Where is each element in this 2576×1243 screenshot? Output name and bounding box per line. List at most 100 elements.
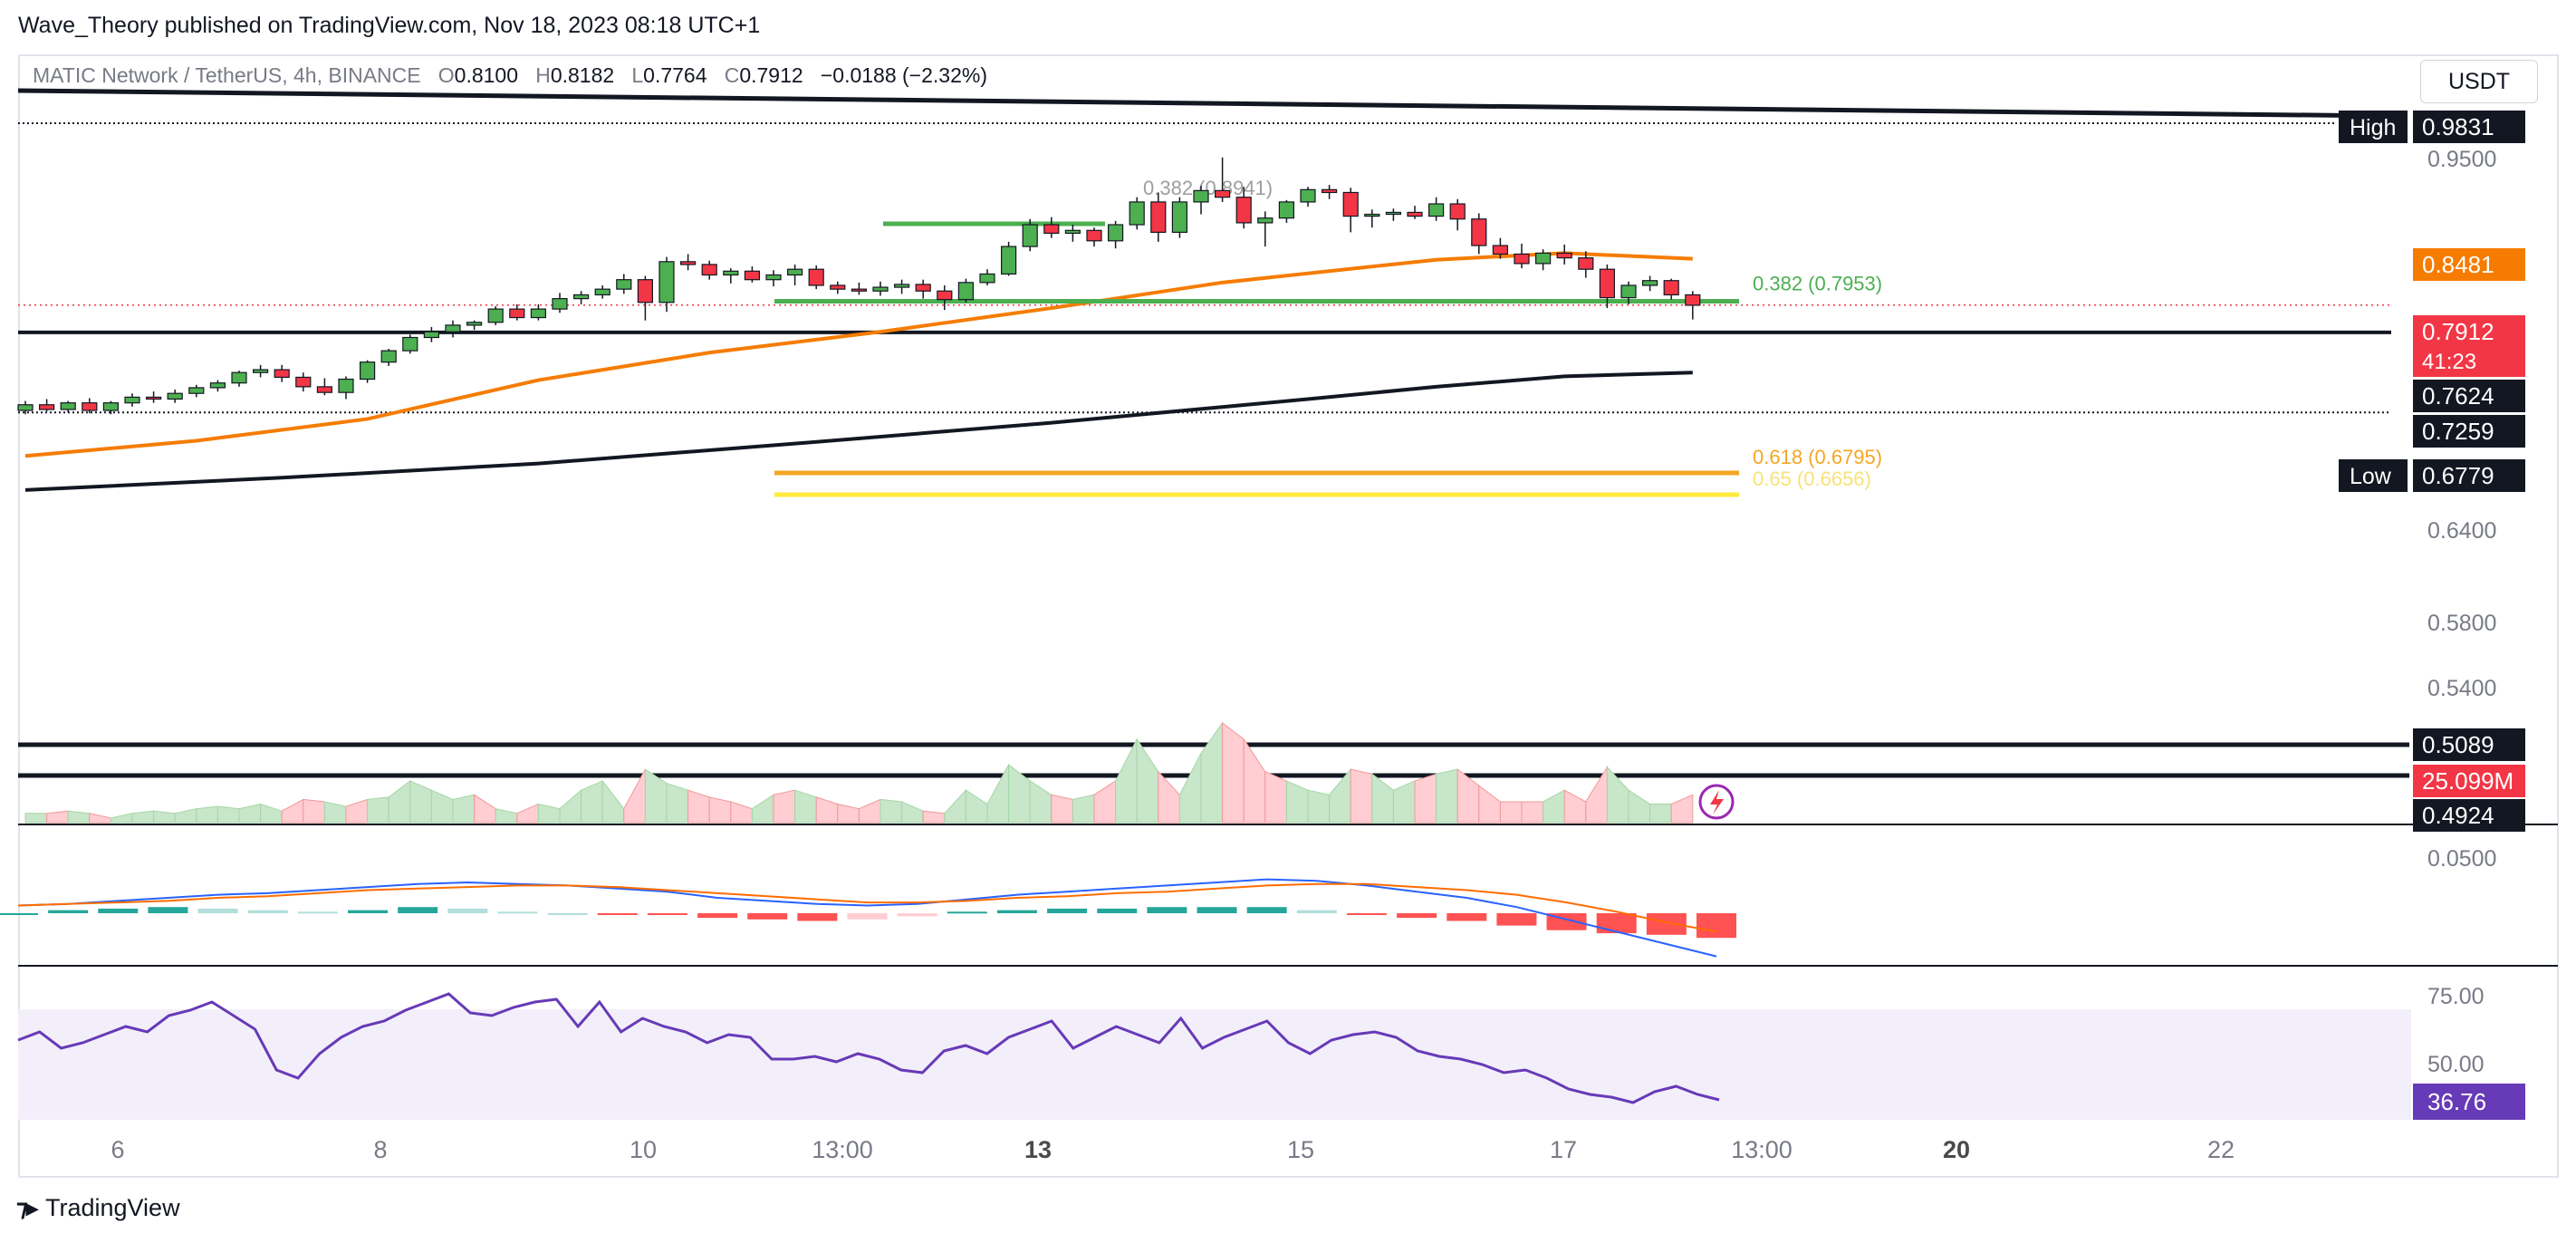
volume-area-segment bbox=[1649, 804, 1672, 824]
currency-selector-button[interactable]: USDT bbox=[2420, 60, 2538, 103]
volume-area-segment bbox=[1307, 789, 1331, 824]
price-tag-box bbox=[2413, 799, 2525, 832]
bull-candle bbox=[17, 404, 34, 411]
price-tag-box bbox=[2413, 315, 2525, 377]
rsi-line bbox=[17, 992, 1720, 1104]
fib-065-label: 0.65 (0.6656) bbox=[1753, 467, 1871, 490]
bull-candle bbox=[124, 396, 140, 404]
macd-histogram-bar bbox=[847, 913, 888, 920]
macd-histogram-bar bbox=[1397, 913, 1437, 919]
bull-candle bbox=[1278, 201, 1295, 219]
volume-area-segment bbox=[1285, 780, 1309, 824]
x-axis-tick-label: 15 bbox=[1287, 1136, 1314, 1163]
volume-area-segment bbox=[1521, 801, 1544, 824]
volume-area-segment bbox=[581, 780, 603, 824]
bull-candle bbox=[1129, 201, 1145, 226]
price-tag-caption: High bbox=[2350, 115, 2396, 140]
lightning-icon bbox=[1698, 784, 1735, 820]
price-tag-value: 0.5089 bbox=[2422, 731, 2494, 758]
bear-candle bbox=[1471, 218, 1487, 246]
bear-candle bbox=[1235, 197, 1252, 224]
close-value: 0.7912 bbox=[739, 63, 803, 87]
bull-candle bbox=[765, 274, 782, 281]
tradingview-branding[interactable]: ⁊▸ TradingView bbox=[16, 1194, 180, 1222]
volume-area-segment bbox=[131, 810, 155, 824]
bull-candle bbox=[1257, 217, 1274, 224]
bull-candle bbox=[893, 284, 910, 288]
price-tag-value: 0.9831 bbox=[2422, 113, 2494, 140]
high-key: H bbox=[535, 63, 551, 87]
volume-area-segment bbox=[153, 810, 176, 824]
bear-candle bbox=[937, 290, 953, 301]
x-axis-tick-label: 6 bbox=[111, 1136, 124, 1163]
volume-area-segment bbox=[1158, 770, 1180, 824]
volume-area-segment bbox=[858, 798, 881, 824]
volume-area-segment bbox=[110, 813, 133, 824]
macd-histogram-bar bbox=[1646, 913, 1687, 935]
bull-candle bbox=[786, 268, 803, 276]
volume-area-segment bbox=[773, 789, 796, 824]
lightning-bolt-icon bbox=[1710, 790, 1724, 814]
price-tag-box bbox=[2413, 111, 2525, 143]
volume-area-segment bbox=[1029, 780, 1053, 824]
price-tag-value: 0.8481 bbox=[2422, 251, 2494, 278]
bull-candle bbox=[872, 286, 889, 292]
macd-histogram-bar bbox=[447, 908, 488, 913]
bull-candle bbox=[167, 392, 183, 400]
volume-area-segment bbox=[1371, 773, 1394, 824]
volume-area-segment bbox=[1392, 780, 1416, 824]
volume-area-segment bbox=[730, 801, 753, 824]
bear-candle bbox=[1685, 294, 1701, 306]
bear-candle bbox=[38, 404, 55, 410]
bear-candle bbox=[637, 279, 654, 304]
volume-area-segment bbox=[1628, 789, 1651, 824]
fib-0618-label: 0.618 (0.6795) bbox=[1753, 446, 1882, 468]
bull-candle bbox=[445, 324, 461, 332]
bear-candle bbox=[1578, 257, 1594, 270]
volume-area-segment bbox=[901, 801, 924, 824]
volume-area-segment bbox=[837, 803, 860, 824]
volume-area-segment bbox=[260, 803, 283, 824]
macd-histogram-bar bbox=[348, 910, 389, 913]
y-axis-tick-label: 0.0500 bbox=[2427, 846, 2496, 872]
volume-area-segment bbox=[1414, 773, 1437, 824]
x-axis-tick-label: 13 bbox=[1024, 1136, 1052, 1163]
volume-area-segment bbox=[1543, 789, 1565, 824]
bull-candle bbox=[1300, 188, 1316, 203]
bear-candle bbox=[146, 396, 162, 400]
bear-candle bbox=[1449, 203, 1466, 220]
volume-area-segment bbox=[516, 803, 539, 824]
price-tag-value: 0.7912 bbox=[2422, 318, 2494, 345]
x-axis-tick-label: 17 bbox=[1550, 1136, 1577, 1163]
macd-histogram-bar bbox=[747, 913, 788, 920]
symbol-label[interactable]: MATIC Network / TetherUS, 4h, BINANCE bbox=[33, 63, 421, 87]
y-axis-tick-label: 0.5400 bbox=[2427, 676, 2496, 701]
bull-candle bbox=[957, 282, 975, 301]
macd-histogram-bar bbox=[1596, 913, 1637, 934]
macd-histogram-bar bbox=[148, 907, 188, 913]
volume-area-segment bbox=[666, 782, 689, 824]
bull-candle bbox=[1107, 224, 1124, 242]
volume-area-segment bbox=[303, 798, 325, 824]
bear-candle bbox=[830, 284, 846, 290]
volume-area-segment bbox=[1072, 794, 1095, 824]
ema50-line bbox=[24, 251, 1693, 458]
rsi-value-box bbox=[2413, 1084, 2525, 1120]
bull-candle bbox=[1534, 252, 1552, 265]
volume-area-segment bbox=[495, 808, 518, 824]
price-tag-box bbox=[2413, 459, 2525, 492]
volume-area-segment bbox=[559, 789, 582, 824]
close-key: C bbox=[724, 63, 740, 87]
macd-histogram-bar bbox=[297, 911, 338, 914]
macd-histogram-bar bbox=[1296, 910, 1337, 913]
macd-histogram-bar bbox=[1697, 913, 1736, 939]
macd-histogram-bar bbox=[1147, 907, 1187, 913]
volume-area-segment bbox=[1350, 768, 1373, 824]
volume-area-segment bbox=[1670, 794, 1694, 824]
bull-candle bbox=[1427, 203, 1445, 217]
volume-area-segment bbox=[281, 798, 304, 824]
price-tag-countdown: 41:23 bbox=[2422, 350, 2476, 374]
volume-area-segment bbox=[89, 813, 111, 824]
macd-histogram-bar bbox=[1346, 913, 1387, 915]
